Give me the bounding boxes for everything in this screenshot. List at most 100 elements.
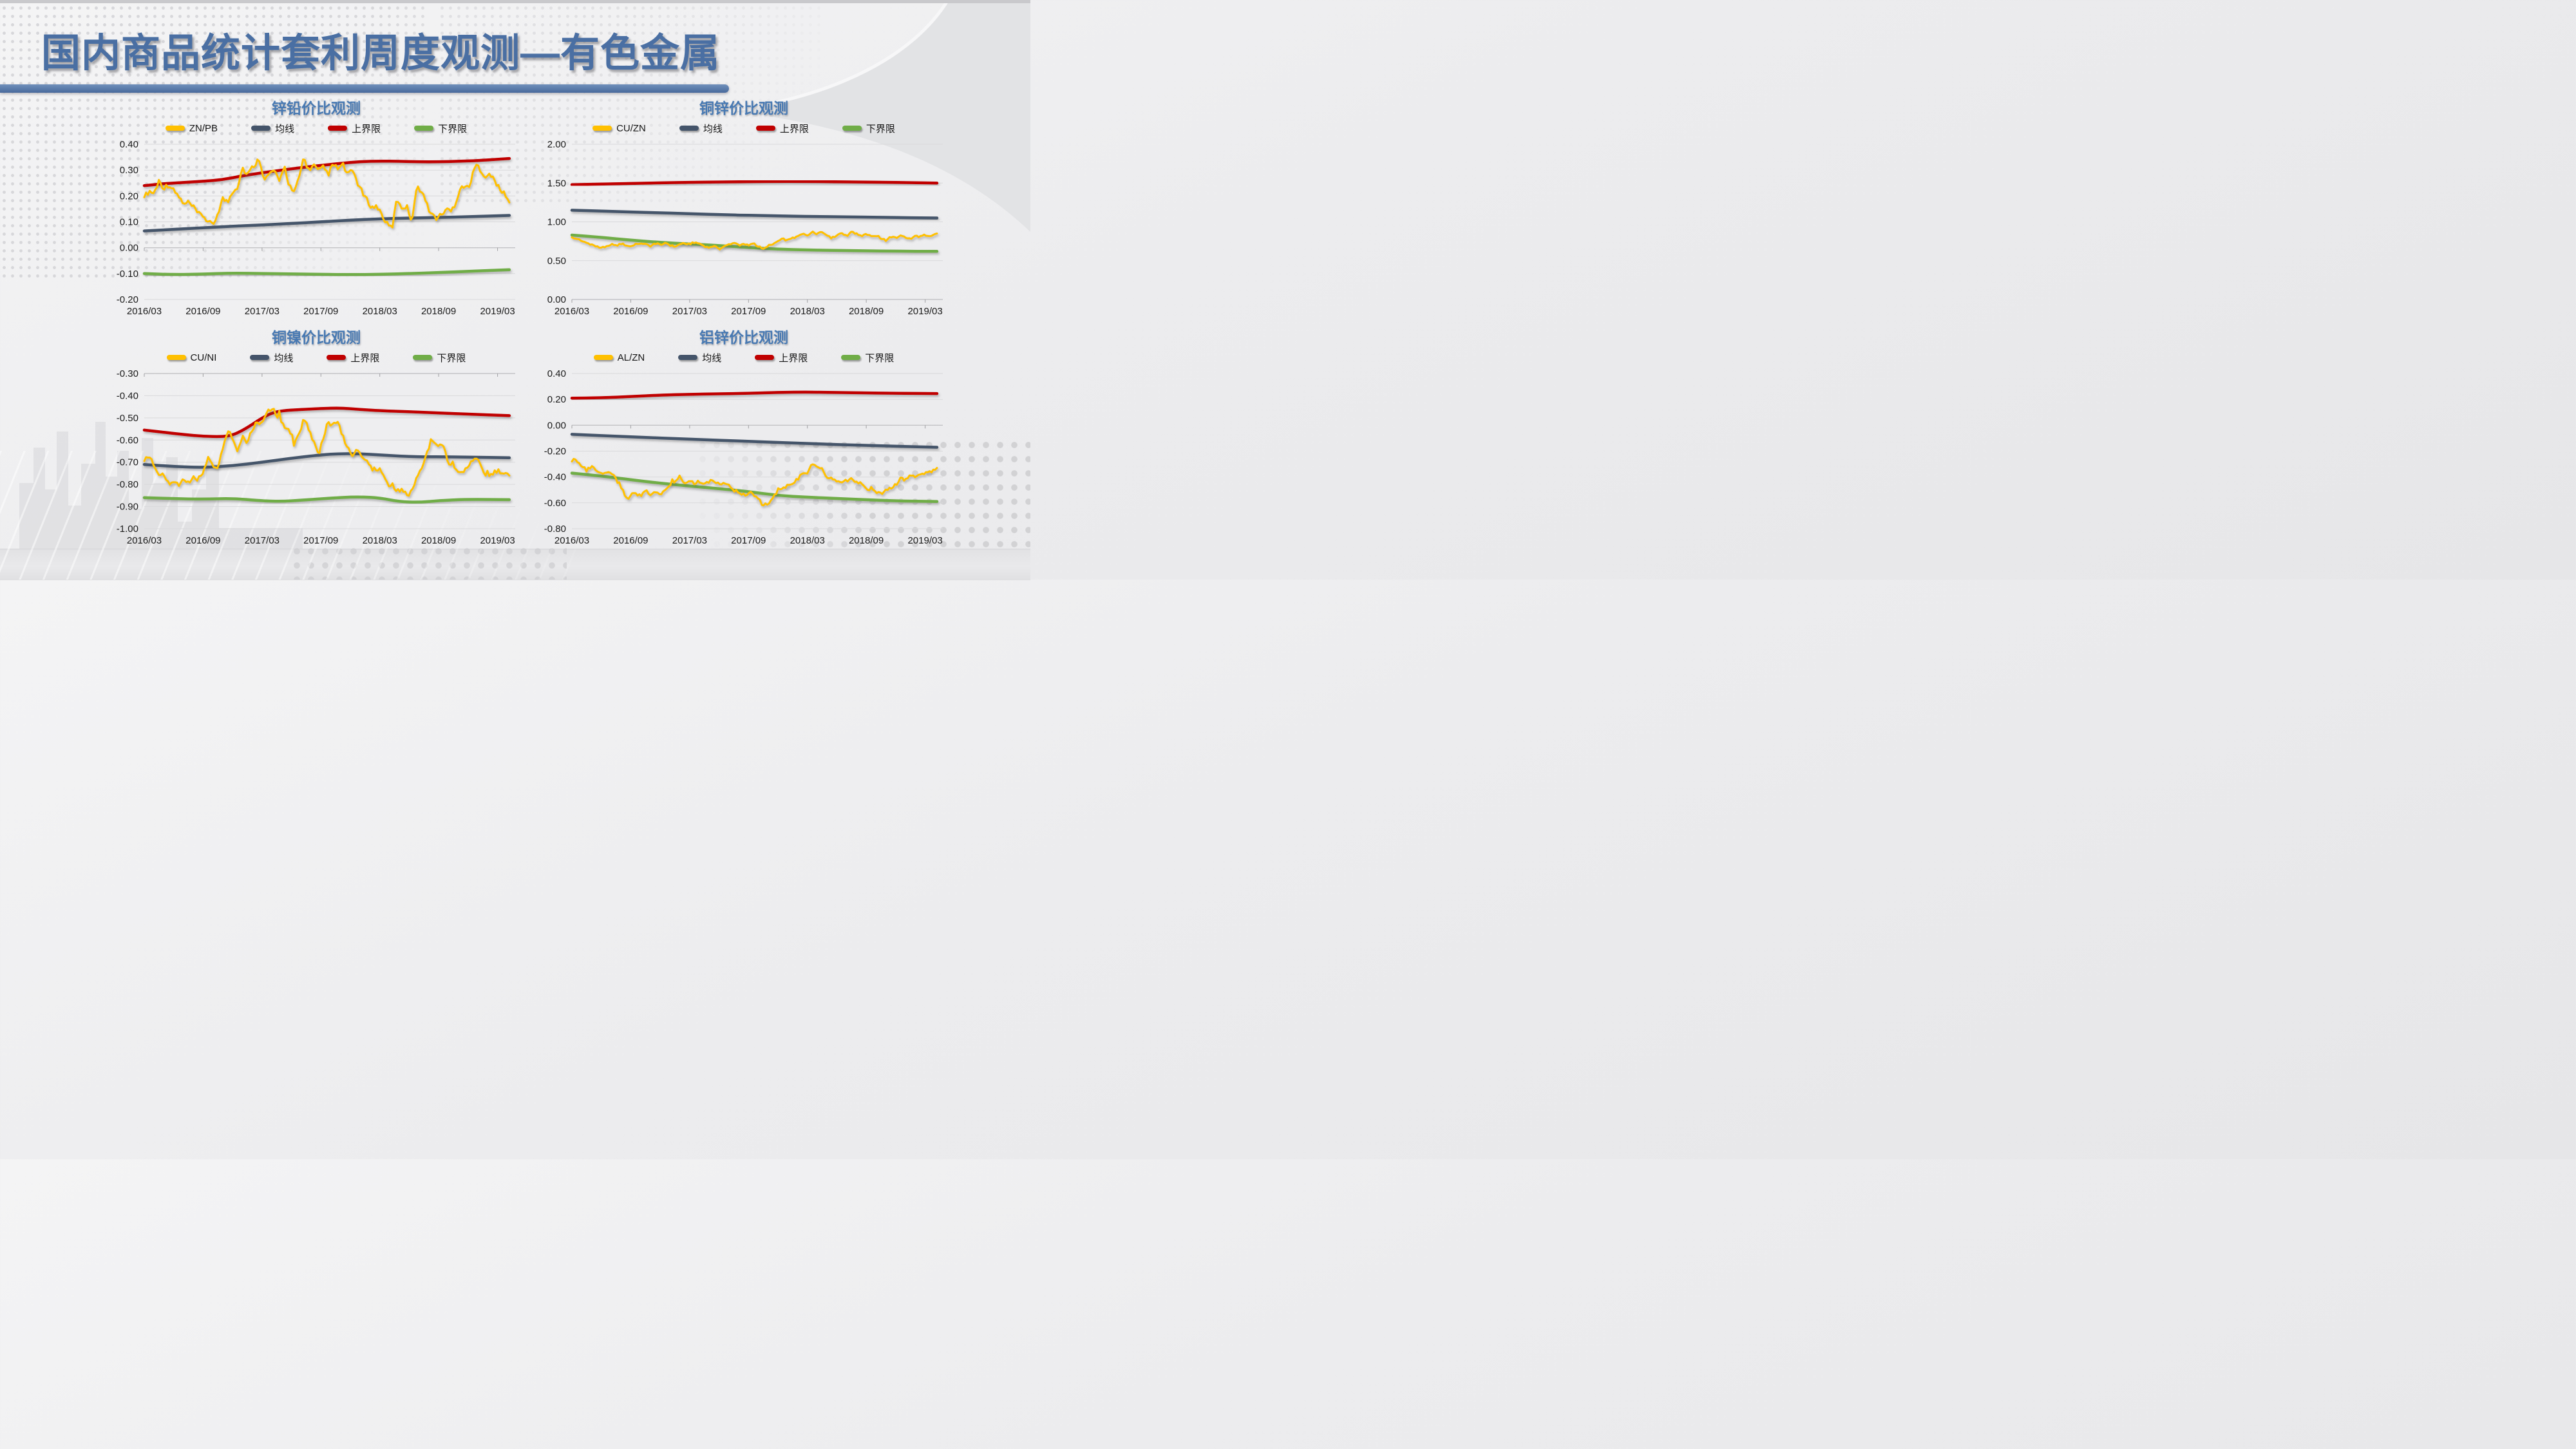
svg-text:2017/09: 2017/09 bbox=[731, 306, 766, 317]
legend-color-chip bbox=[842, 126, 862, 131]
chart-title: 锌铅价比观测 bbox=[272, 100, 361, 117]
legend-item-上界限: 上界限 bbox=[328, 122, 381, 135]
legend-item-下界限: 下界限 bbox=[842, 122, 895, 135]
slide-canvas: { "slide": { "title": "国内商品统计套利周度观测—有色金属… bbox=[0, 0, 1030, 580]
legend-color-chip bbox=[679, 126, 699, 131]
legend-label: 上界限 bbox=[352, 123, 381, 135]
svg-text:-0.80: -0.80 bbox=[117, 479, 138, 490]
legend-label: 均线 bbox=[275, 123, 295, 135]
svg-text:0.00: 0.00 bbox=[120, 243, 138, 254]
svg-text:-0.20: -0.20 bbox=[544, 446, 566, 457]
svg-text:2018/03: 2018/03 bbox=[363, 535, 397, 546]
svg-text:2016/09: 2016/09 bbox=[613, 306, 648, 317]
legend-label: 上界限 bbox=[779, 352, 808, 364]
svg-text:2019/03: 2019/03 bbox=[907, 535, 942, 546]
chart-title: 铜锌价比观测 bbox=[699, 100, 788, 117]
chart-plot: 2.00 1.50 1.00 0.50 0.00 2016/03 2016/09 2017/0… bbox=[535, 139, 953, 320]
bottom-band bbox=[0, 549, 1030, 580]
svg-text:2018/09: 2018/09 bbox=[421, 535, 456, 546]
legend-label: ZN/PB bbox=[189, 122, 218, 134]
svg-text:2017/03: 2017/03 bbox=[245, 306, 279, 317]
legend-color-chip bbox=[592, 126, 612, 131]
svg-text:0.40: 0.40 bbox=[120, 139, 138, 150]
chart-plot: -0.30 -0.40 -0.50 -0.60 -0.70 -0.80 -0.90 -1.00… bbox=[107, 368, 526, 549]
svg-text:2019/03: 2019/03 bbox=[480, 535, 515, 546]
chart-title: 铜镍价比观测 bbox=[272, 329, 361, 346]
legend-item-AL/ZN: AL/ZN bbox=[593, 352, 645, 363]
legend-label: 均线 bbox=[702, 352, 722, 364]
chart-title: 铝锌价比观测 bbox=[699, 329, 788, 346]
svg-text:0.40: 0.40 bbox=[547, 368, 566, 379]
svg-text:2016/03: 2016/03 bbox=[554, 535, 589, 546]
svg-text:2017/03: 2017/03 bbox=[672, 535, 707, 546]
svg-text:1.50: 1.50 bbox=[547, 178, 566, 189]
svg-text:1.00: 1.00 bbox=[547, 217, 566, 228]
svg-text:-0.40: -0.40 bbox=[544, 472, 566, 483]
svg-text:0.00: 0.00 bbox=[547, 420, 566, 431]
legend-label: AL/ZN bbox=[617, 352, 645, 363]
legend-item-上界限: 上界限 bbox=[327, 351, 379, 365]
chart-legend: CU/ZN 均线 上界限 下界限 bbox=[535, 118, 953, 138]
svg-text:0.30: 0.30 bbox=[120, 165, 138, 176]
legend-label: 均线 bbox=[274, 352, 294, 364]
legend-label: 下界限 bbox=[866, 123, 895, 135]
chart-legend: ZN/PB 均线 上界限 下界限 bbox=[107, 118, 526, 138]
legend-color-chip bbox=[166, 355, 186, 360]
title-accent-bar bbox=[0, 84, 729, 93]
legend-item-下界限: 下界限 bbox=[414, 122, 467, 135]
svg-text:0.20: 0.20 bbox=[547, 394, 566, 405]
svg-text:-0.90: -0.90 bbox=[117, 502, 138, 513]
svg-text:0.20: 0.20 bbox=[120, 191, 138, 202]
chart-plot: 0.40 0.30 0.20 0.10 0.00 -0.10 -0.20 2016/03 201… bbox=[107, 139, 526, 320]
legend-label: 下界限 bbox=[865, 352, 895, 364]
legend-label: CU/NI bbox=[190, 352, 217, 363]
chart-legend: AL/ZN 均线 上界限 下界限 bbox=[535, 348, 953, 367]
svg-text:2.00: 2.00 bbox=[547, 139, 566, 150]
svg-text:-0.20: -0.20 bbox=[117, 294, 138, 305]
legend-color-chip bbox=[165, 126, 185, 131]
chart-card-al-zn: 铝锌价比观测 AL/ZN 均线 上界限 下界限 0.40 0.20 0.00 -0.20 -0… bbox=[535, 327, 953, 549]
chart-plot: 0.40 0.20 0.00 -0.20 -0.40 -0.60 -0.80 2016/03 2… bbox=[535, 368, 953, 549]
legend-item-CU/NI: CU/NI bbox=[166, 352, 217, 363]
svg-text:2019/03: 2019/03 bbox=[907, 306, 942, 317]
legend-item-CU/ZN: CU/ZN bbox=[592, 123, 646, 134]
legend-color-chip bbox=[414, 126, 434, 131]
chart-card-zn-pb: 锌铅价比观测 ZN/PB 均线 上界限 下界限 0.40 0.30 0.20 0.10 0.0… bbox=[107, 98, 526, 320]
chart-legend: CU/NI 均线 上界限 下界限 bbox=[107, 348, 526, 367]
svg-text:2016/03: 2016/03 bbox=[127, 535, 162, 546]
legend-item-ZN/PB: ZN/PB bbox=[165, 122, 218, 134]
svg-text:0.10: 0.10 bbox=[120, 217, 138, 228]
svg-text:-0.30: -0.30 bbox=[117, 368, 138, 379]
svg-text:2016/09: 2016/09 bbox=[185, 535, 220, 546]
svg-text:2017/03: 2017/03 bbox=[672, 306, 707, 317]
page-title: 国内商品统计套利周度观测—有色金属 bbox=[41, 31, 721, 75]
legend-item-均线: 均线 bbox=[678, 351, 721, 365]
legend-item-上界限: 上界限 bbox=[755, 351, 808, 365]
svg-text:-0.10: -0.10 bbox=[117, 269, 138, 279]
legend-item-下界限: 下界限 bbox=[841, 351, 894, 365]
chart-card-cu-ni: 铜镍价比观测 CU/NI 均线 上界限 下界限 -0.30 -0.40 -0.50 -0.6… bbox=[107, 327, 526, 549]
slide-header: 国内商品统计套利周度观测—有色金属 bbox=[0, 0, 1030, 97]
svg-text:2018/09: 2018/09 bbox=[849, 535, 884, 546]
svg-text:2017/09: 2017/09 bbox=[303, 535, 338, 546]
legend-item-上界限: 上界限 bbox=[755, 122, 809, 135]
svg-text:2017/09: 2017/09 bbox=[731, 535, 766, 546]
svg-text:2016/03: 2016/03 bbox=[554, 306, 589, 317]
legend-label: 上界限 bbox=[779, 123, 809, 135]
svg-text:2018/09: 2018/09 bbox=[421, 306, 456, 317]
svg-text:-0.70: -0.70 bbox=[117, 457, 138, 468]
svg-text:2018/03: 2018/03 bbox=[363, 306, 397, 317]
svg-text:2017/03: 2017/03 bbox=[245, 535, 279, 546]
legend-color-chip bbox=[841, 355, 861, 360]
legend-color-chip bbox=[755, 126, 775, 131]
legend-color-chip bbox=[251, 126, 271, 131]
svg-text:2017/09: 2017/09 bbox=[303, 306, 338, 317]
chart-card-cu-zn: 铜锌价比观测 CU/ZN 均线 上界限 下界限 2.00 1.50 1.00 0.50 0.0… bbox=[535, 98, 953, 320]
svg-text:-0.60: -0.60 bbox=[544, 498, 566, 509]
legend-color-chip bbox=[593, 355, 613, 360]
halftone-dots-bottom-center bbox=[290, 544, 567, 580]
legend-item-均线: 均线 bbox=[251, 122, 294, 135]
